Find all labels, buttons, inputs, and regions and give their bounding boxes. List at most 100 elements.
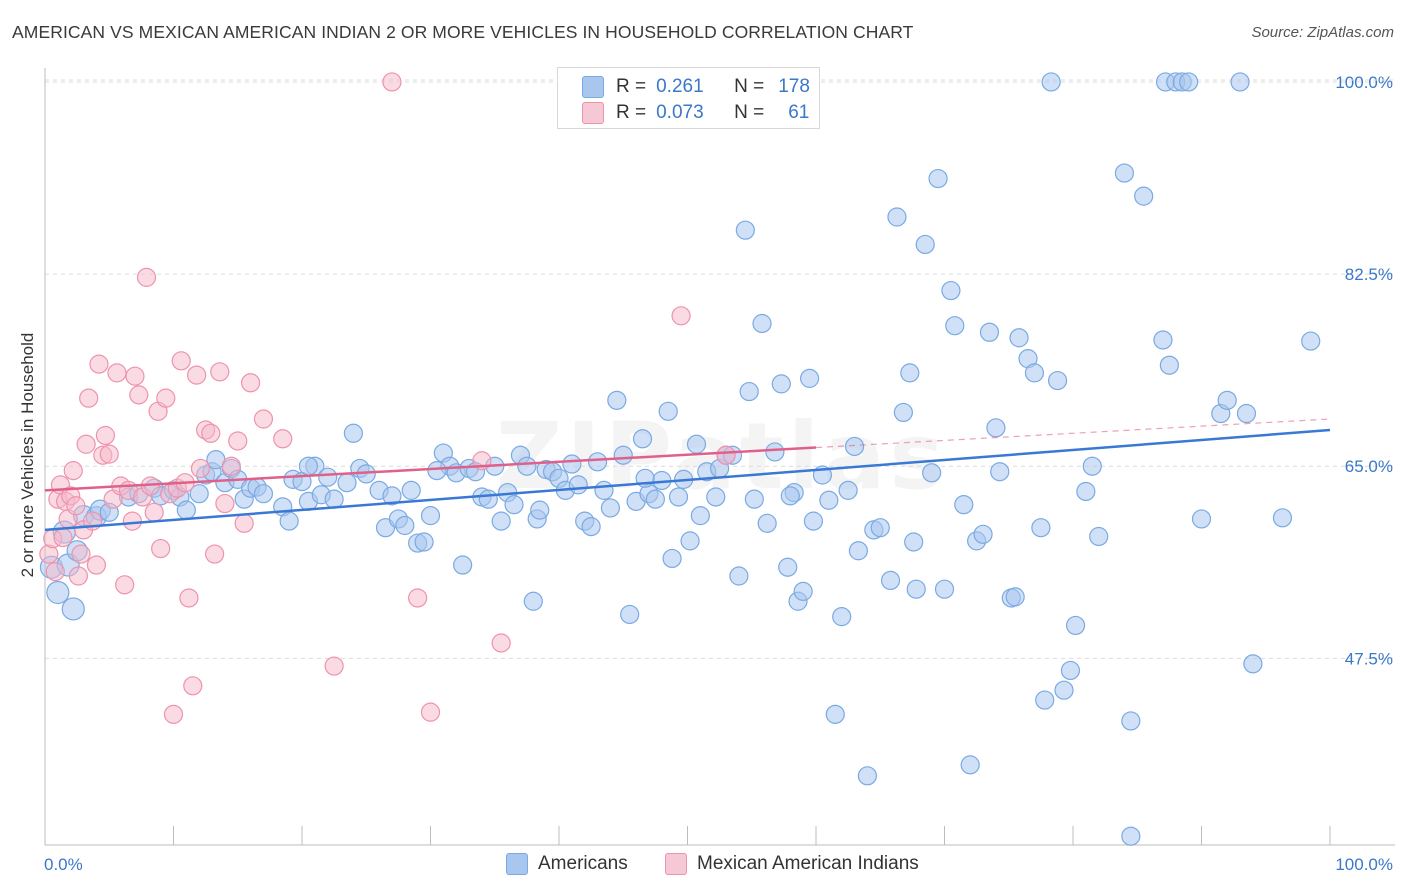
mexican-american-indians-point xyxy=(99,444,119,464)
americans-point xyxy=(382,486,402,506)
americans-point xyxy=(318,467,338,487)
americans-point xyxy=(620,604,640,625)
americans-point xyxy=(832,607,852,627)
americans-point xyxy=(594,480,614,500)
americans-point xyxy=(825,704,845,724)
mexican-american-indians-point xyxy=(382,72,402,92)
mexican-american-indians-point xyxy=(144,502,164,522)
americans-point xyxy=(1301,331,1321,351)
n-label: N = xyxy=(734,76,765,97)
r-value: 0.261 xyxy=(656,76,704,97)
americans-point xyxy=(427,461,447,481)
n-value: 178 xyxy=(778,76,810,97)
americans-point xyxy=(941,280,961,301)
americans-point xyxy=(1082,456,1102,476)
americans-point xyxy=(662,548,682,569)
chart-title: AMERICAN VS MEXICAN AMERICAN INDIAN 2 OR… xyxy=(12,22,914,42)
americans-point xyxy=(793,581,813,601)
legend-row-mexican-american-indians: R = 0.073 N = 61 xyxy=(582,100,809,126)
mexican-american-indians-point xyxy=(63,461,83,481)
americans-point xyxy=(1047,370,1068,391)
legend-item-americans: Americans xyxy=(506,850,628,878)
americans-point xyxy=(1031,518,1051,538)
americans-point xyxy=(568,475,588,495)
mexican-american-indians-point xyxy=(76,434,96,454)
americans-point xyxy=(1272,508,1293,528)
mexican-american-indians-trend-line xyxy=(44,446,817,492)
americans-point xyxy=(343,423,363,443)
americans-point xyxy=(844,436,865,457)
legend-row-americans: R = 0.261 N = 178 xyxy=(582,74,810,100)
mexican-american-indians-point xyxy=(234,513,254,533)
americans-point xyxy=(752,313,772,334)
americans-point xyxy=(803,511,824,531)
americans-point xyxy=(668,487,689,507)
americans-point xyxy=(739,381,759,402)
americans-point xyxy=(887,207,907,227)
mexican-american-indians-point xyxy=(253,409,274,429)
mexican-american-indians-point xyxy=(156,388,176,408)
americans-point xyxy=(799,368,820,388)
y-tick-label: 82.5% xyxy=(1345,265,1393,284)
mexican-american-indians-point xyxy=(183,676,203,696)
americans-point xyxy=(1076,481,1096,502)
legend-swatch-americans xyxy=(582,76,604,98)
americans-point xyxy=(744,489,764,509)
legend-swatch-americans xyxy=(506,853,528,875)
y-tick-label: 65.0% xyxy=(1345,457,1393,476)
mexican-american-indians-point xyxy=(187,365,207,385)
americans-point xyxy=(61,597,85,621)
americans-point xyxy=(401,480,421,500)
mexican-american-indians-point xyxy=(179,588,199,608)
mexican-american-indians-point xyxy=(210,362,230,382)
mexican-american-indians-point xyxy=(408,588,428,608)
americans-point xyxy=(632,429,653,449)
americans-point xyxy=(1243,654,1263,674)
americans-point xyxy=(915,234,935,255)
mexican-american-indians-point xyxy=(53,527,73,548)
americans-point xyxy=(880,570,901,591)
americans-point xyxy=(757,513,777,533)
americans-point xyxy=(1191,509,1212,529)
americans-point xyxy=(504,495,524,515)
americans-point xyxy=(1159,355,1179,375)
legend-swatch-mexican-american-indians xyxy=(582,102,604,124)
americans-point xyxy=(780,486,800,506)
americans-point xyxy=(658,401,678,421)
y-tick-label: 100.0% xyxy=(1335,73,1393,92)
americans-point xyxy=(848,541,869,561)
mexican-american-indians-point xyxy=(45,562,65,582)
mexican-american-indians-point xyxy=(136,267,157,287)
r-label: R = xyxy=(616,76,647,97)
americans-point xyxy=(857,766,878,786)
mexican-american-indians-point xyxy=(671,306,691,326)
americans-point xyxy=(324,489,344,509)
americans-point xyxy=(1035,690,1055,710)
mexican-american-indians-point xyxy=(89,354,109,374)
mexican-american-indians-point xyxy=(241,373,261,393)
mexican-american-indians-point xyxy=(125,366,145,386)
americans-point xyxy=(1114,163,1135,183)
mexican-american-indians-point xyxy=(215,493,235,514)
americans-point xyxy=(686,434,707,454)
americans-point xyxy=(176,500,196,520)
americans-point xyxy=(530,500,550,520)
americans-point xyxy=(906,579,926,599)
mexican-american-indians-point xyxy=(716,445,736,465)
americans-point xyxy=(337,473,357,493)
americans-point xyxy=(298,456,319,476)
americans-point xyxy=(600,498,621,518)
americans-point xyxy=(960,755,980,775)
americans-point xyxy=(1179,72,1199,92)
mexican-american-indians-point xyxy=(420,702,441,722)
x-tick-label: 100.0% xyxy=(1335,855,1393,874)
americans-point xyxy=(954,495,974,515)
americans-point xyxy=(189,484,209,504)
americans-point xyxy=(778,557,798,577)
legend-swatch-mexican-american-indians xyxy=(665,853,687,875)
legend-item-mexican-american-indians: Mexican American Indians xyxy=(665,850,919,878)
americans-point xyxy=(986,418,1006,438)
americans-point xyxy=(46,580,70,605)
americans-point xyxy=(453,555,473,575)
